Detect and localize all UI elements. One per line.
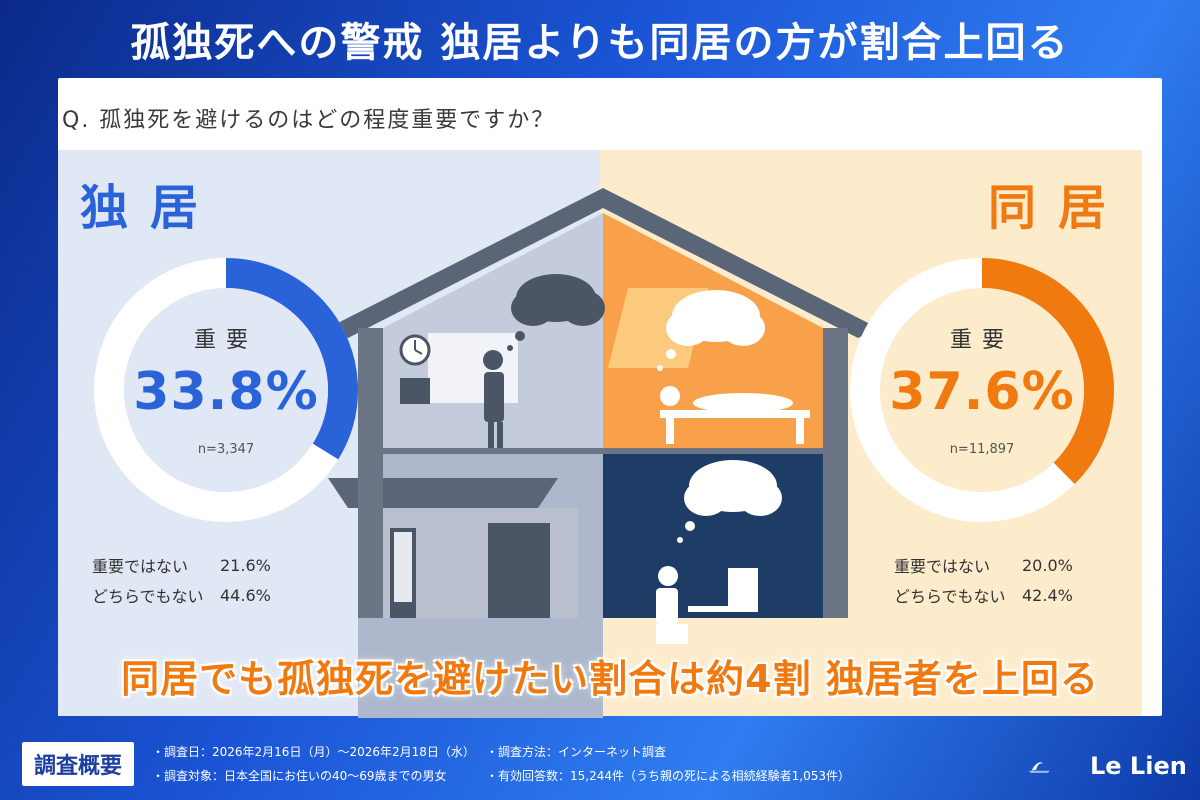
together-donut: 重要 37.6% n=11,897 — [850, 258, 1114, 522]
headline-banner: 同居でも孤独死を避けたい割合は約4割 独居者を上回る — [121, 657, 1099, 701]
together-stat-row: 重要ではない 20.0% — [894, 550, 1073, 580]
alone-donut: 重要 33.8% n=3,347 — [94, 258, 358, 522]
alone-important-arc — [94, 258, 358, 522]
together-stat-row: どちらでもない 42.4% — [894, 580, 1073, 610]
together-stat-value: 20.0% — [1022, 555, 1073, 575]
alone-stat-row: どちらでもない 44.6% — [92, 580, 271, 610]
survey-info-left: ・調査日：2026年2月16日（月）～2026年2月18日（水） ・調査対象：日… — [152, 740, 475, 788]
survey-date: ・調査日：2026年2月16日（月）～2026年2月18日（水） — [152, 745, 475, 759]
alone-stats: 重要ではない 21.6% どちらでもない 44.6% — [92, 550, 271, 610]
alone-stat-label: 重要ではない — [92, 557, 189, 576]
page-title: 孤独死への警戒 独居よりも同居の方が割合上回る — [130, 20, 1070, 66]
together-sample-size: n=11,897 — [949, 442, 1015, 457]
alone-donut-label: 重要 — [193, 328, 258, 353]
survey-target: ・調査対象：日本全国にお住いの40～69歳までの男女 — [152, 769, 447, 783]
together-stat-label: どちらでもない — [894, 587, 1006, 606]
together-stats: 重要ではない 20.0% どちらでもない 42.4% — [894, 550, 1073, 610]
survey-method: ・調査方法：インターネット調査 — [486, 745, 667, 759]
content-panel: Q. 孤独死を避けるのはどの程度重要ですか？ 独居 同居 — [58, 78, 1162, 718]
survey-info-right: ・調査方法：インターネット調査 ・有効回答数：15,244件（うち親の死による相… — [486, 740, 850, 788]
together-label: 同居 — [988, 180, 1129, 236]
house-illustration — [328, 188, 878, 718]
together-important-value: 37.6% — [889, 362, 1075, 422]
alone-stat-value: 44.6% — [220, 585, 271, 605]
together-important-arc — [850, 258, 1114, 522]
survey-responses: ・有効回答数：15,244件（うち親の死による相続経験者1,053件） — [486, 769, 850, 783]
together-donut-svg — [850, 258, 1114, 522]
alone-sample-size: n=3,347 — [197, 442, 255, 457]
alone-stat-row: 重要ではない 21.6% — [92, 550, 271, 580]
alone-label: 独居 — [80, 180, 221, 236]
alone-stat-value: 21.6% — [220, 555, 271, 575]
together-donut-label: 重要 — [949, 328, 1014, 353]
survey-summary-tag: 調査概要 — [22, 742, 134, 786]
le-lien-logo-icon — [1029, 762, 1049, 774]
alone-stat-label: どちらでもない — [92, 587, 204, 606]
logo-text: Le Lien — [1090, 752, 1187, 780]
alone-important-value: 33.8% — [133, 362, 319, 422]
question-text: Q. 孤独死を避けるのはどの程度重要ですか？ — [62, 108, 556, 133]
footer: 調査概要 ・調査日：2026年2月16日（月）～2026年2月18日（水） ・調… — [0, 730, 1200, 800]
alone-donut-svg — [94, 258, 358, 522]
together-stat-value: 42.4% — [1022, 585, 1073, 605]
together-stat-label: 重要ではない — [894, 557, 991, 576]
